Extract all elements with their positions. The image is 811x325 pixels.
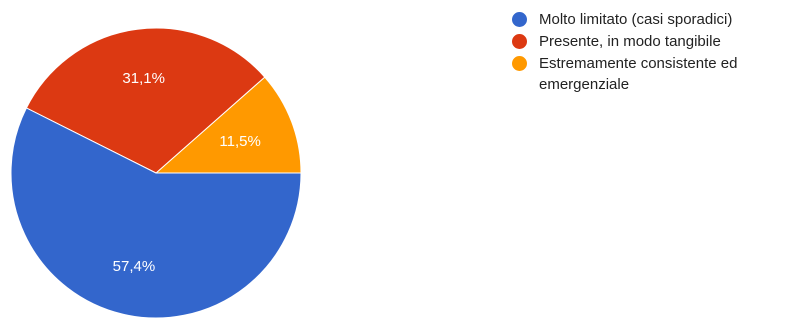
legend: Molto limitato (casi sporadici) Presente… <box>512 9 811 96</box>
legend-label: Molto limitato (casi sporadici) <box>539 11 733 28</box>
legend-label: Presente, in modo tangibile <box>539 33 721 50</box>
legend-item-molto-limitato[interactable]: Molto limitato (casi sporadici) <box>512 9 811 30</box>
legend-swatch-red <box>512 34 527 49</box>
slice-value-label-2: 11,5% <box>219 133 260 150</box>
legend-label: Estremamente consistente ed emergenziale <box>539 55 738 93</box>
pie-slice-1[interactable] <box>25 27 266 174</box>
slice-value-label-0: 57,4% <box>113 258 156 275</box>
legend-swatch-orange <box>512 56 527 71</box>
pie-slice-0[interactable] <box>10 107 302 319</box>
legend-item-presente[interactable]: Presente, in modo tangibile <box>512 31 811 52</box>
legend-item-estremamente-consistente[interactable]: Estremamente consistente ed emergenziale <box>512 53 811 95</box>
slice-value-label-1: 31,1% <box>122 70 165 87</box>
legend-swatch-blue <box>512 12 527 27</box>
pie-slice-2[interactable] <box>154 76 302 174</box>
